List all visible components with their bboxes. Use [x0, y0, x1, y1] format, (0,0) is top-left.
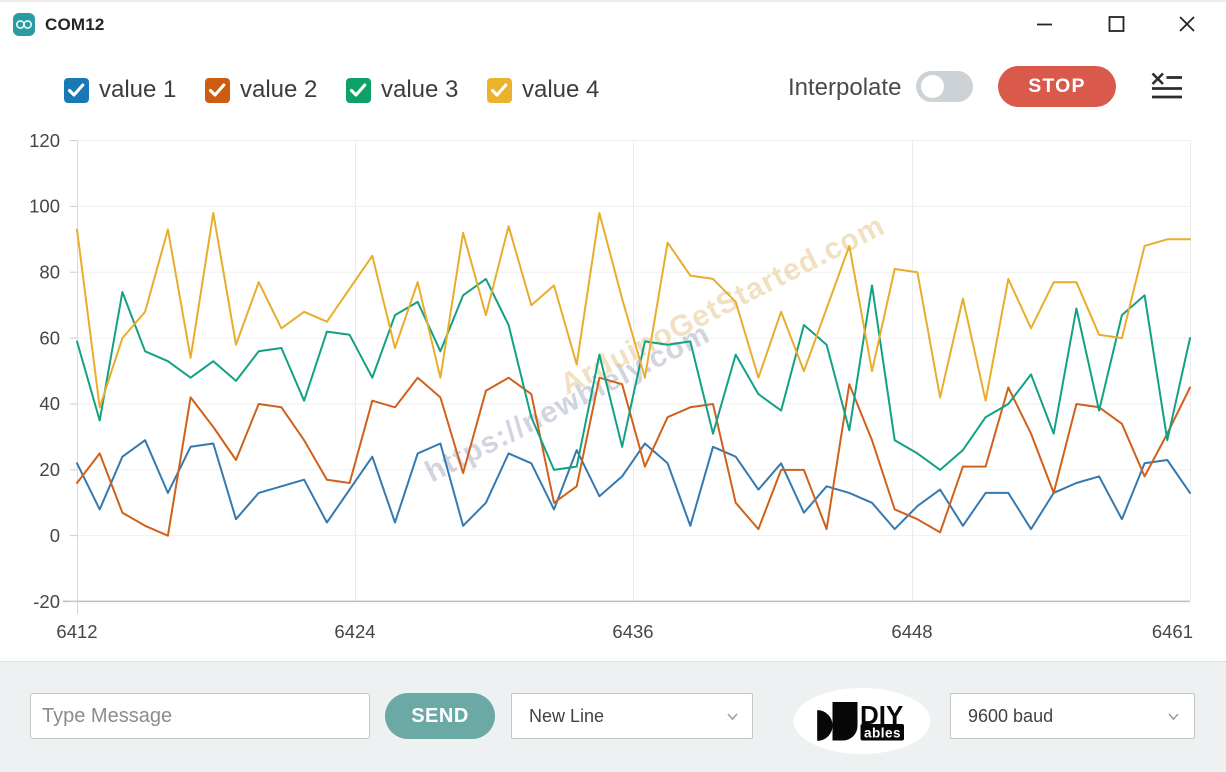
svg-text:80: 80 [39, 262, 60, 283]
svg-text:6412: 6412 [56, 621, 97, 642]
svg-text:-20: -20 [33, 591, 60, 612]
svg-text:100: 100 [29, 196, 60, 217]
svg-text:ables: ables [864, 726, 901, 741]
svg-text:6424: 6424 [334, 621, 375, 642]
svg-text:6461: 6461 [1152, 621, 1193, 642]
svg-text:40: 40 [39, 393, 60, 414]
svg-text:6448: 6448 [891, 621, 932, 642]
svg-text:20: 20 [39, 459, 60, 480]
svg-text:0: 0 [50, 525, 60, 546]
svg-text:6436: 6436 [612, 621, 653, 642]
svg-text:120: 120 [29, 130, 60, 151]
svg-text:60: 60 [39, 327, 60, 348]
